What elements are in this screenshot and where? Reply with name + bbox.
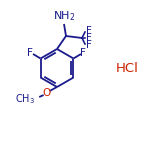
Text: CH$_3$: CH$_3$ (15, 92, 35, 106)
Text: F: F (86, 33, 92, 43)
Text: F: F (27, 48, 33, 58)
Text: F: F (86, 40, 92, 50)
Text: NH$_2$: NH$_2$ (53, 9, 75, 23)
Text: O: O (42, 88, 51, 98)
Text: F: F (80, 48, 86, 58)
Text: F: F (86, 26, 92, 36)
Text: HCl: HCl (116, 62, 138, 74)
